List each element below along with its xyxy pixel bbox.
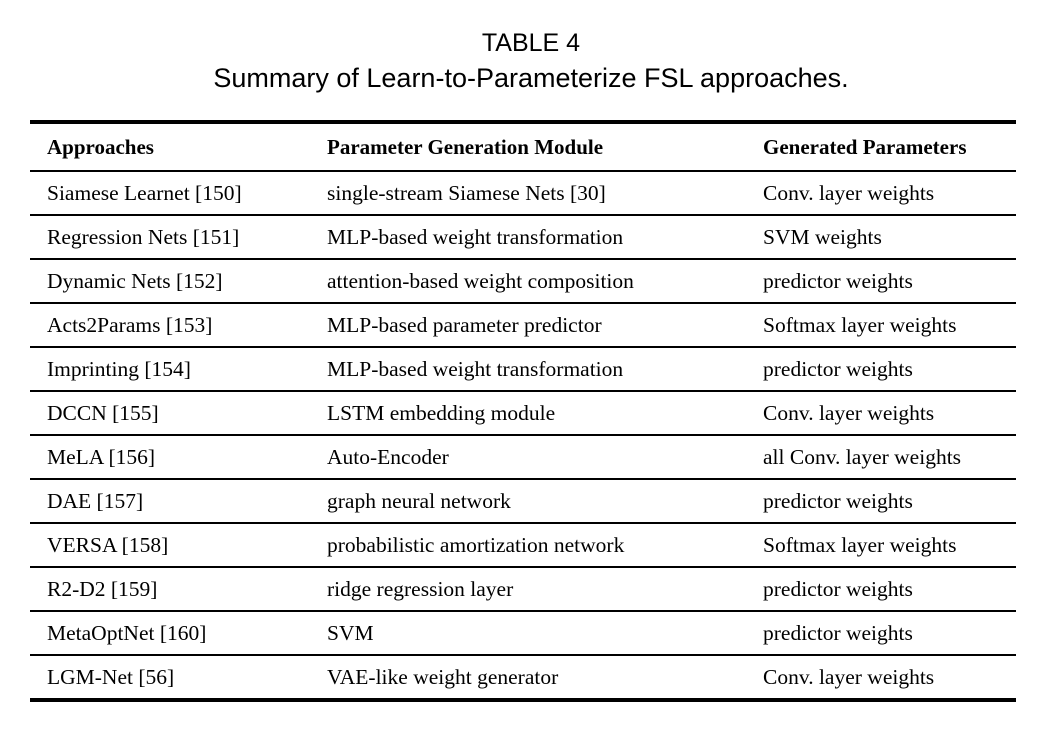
table-row: MetaOptNet [160] SVM predictor weights [30,611,1016,656]
table-cell: MLP-based parameter predictor [327,303,763,348]
table-body: Siamese Learnet [150] single-stream Siame… [30,171,1016,700]
table-cell: VAE-like weight generator [327,664,559,689]
table-title: Summary of Learn-to-Parameterize FSL app… [213,63,849,93]
table-cell: Conv. layer weights [763,664,935,689]
table-cell: Dynamic Nets [152] [30,259,327,304]
table-cell: predictor weights [763,479,1016,524]
table-row: Regression Nets [151] MLP-based weight tr… [30,215,1016,260]
table-cell: Conv. layer weights [763,391,1016,436]
table-row: VERSA [158] probabilistic amortization ne… [30,523,1016,568]
table-cell: DAE [157] [30,479,327,524]
table-cell: predictor weights [763,347,1016,392]
table-cell: MLP-based weight transformation [327,347,763,392]
table-cell: single-stream Siamese Nets [30] [327,171,763,216]
table-cell: predictor weights [763,611,1016,656]
table-cell: Conv. layer weights [763,171,1016,216]
table-number: TABLE 4 [481,29,581,57]
table-cell: R2-D2 [159] [30,567,327,612]
table-row: LGM-Net [56] VAE-like weight generator Con… [30,655,1016,700]
table-cell: Acts2Params [153] [30,303,327,348]
table-row: Dynamic Nets [152] attention-based weight… [30,259,1016,304]
table-cell: SVM [327,611,763,656]
table-row: R2-D2 [159] ridge regression layer predict… [30,567,1016,612]
table-caption: TABLE 4 Summary of Learn-to-Parameterize… [0,0,1062,95]
column-header-parameter-generation-module: Parameter Generation Module [327,122,763,172]
table-row: Imprinting [154] MLP-based weight transfo… [30,347,1016,392]
table-row: DCCN [155] LSTM embedding module Conv. lay… [30,391,1016,436]
table-cell: SVM weights [763,215,1016,260]
table-cell: Softmax layer weights [763,303,1016,348]
table-cell: DCCN [155] [30,391,327,436]
table-cell: ridge regression layer [327,567,763,612]
table-cell: LGM-Net [56] [47,664,175,689]
table-row: MeLA [156] Auto-Encoder all Conv. layer we… [30,435,1016,480]
table-cell: MetaOptNet [160] [30,611,327,656]
table-cell: Softmax layer weights [763,523,1016,568]
table-cell: Siamese Learnet [150] [30,171,327,216]
table-cell: all Conv. layer weights [763,435,1016,480]
column-header-approaches: Approaches [30,122,327,172]
column-header-generated-parameters: Generated Parameters [763,122,1016,172]
table-cell: Auto-Encoder [327,435,763,480]
table-cell: VERSA [158] [30,523,327,568]
header-row: Approaches Parameter Generation Module G… [30,122,1016,172]
table-cell: graph neural network [327,479,763,524]
table-cell: Regression Nets [151] [30,215,327,260]
table-cell: MeLA [156] [30,435,327,480]
table-cell: predictor weights [763,259,1016,304]
table-cell: LSTM embedding module [327,391,763,436]
summary-table: Approaches Parameter Generation Module G… [30,120,1016,702]
table-row: DAE [157] graph neural network predictor w… [30,479,1016,524]
table-row: Acts2Params [153] MLP-based parameter pre… [30,303,1016,348]
table-cell: MLP-based weight transformation [327,215,763,260]
table-cell: Imprinting [154] [30,347,327,392]
table-cell: probabilistic amortization network [327,523,763,568]
table-cell: predictor weights [763,567,1016,612]
table-row: Siamese Learnet [150] single-stream Siame… [30,171,1016,216]
table-cell: attention-based weight composition [327,259,763,304]
